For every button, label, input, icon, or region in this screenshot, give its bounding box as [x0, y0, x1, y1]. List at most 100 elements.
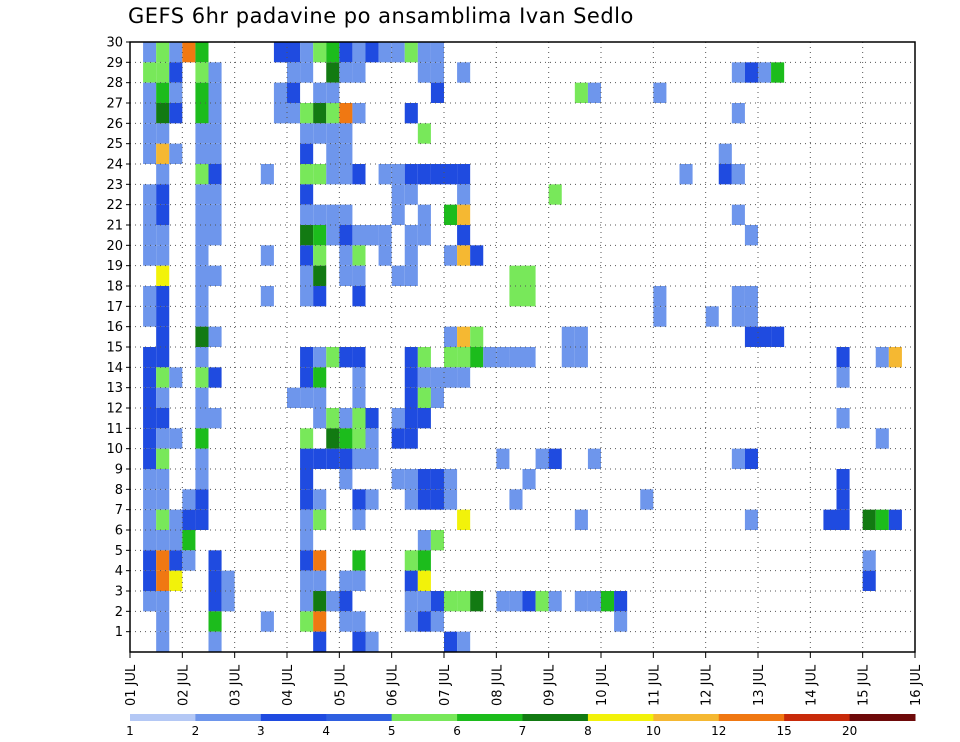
heatmap-cell	[300, 347, 314, 368]
heatmap-cell	[326, 164, 340, 185]
heatmap-cell	[339, 225, 353, 246]
heatmap-cell	[260, 611, 274, 632]
heatmap-cell	[313, 82, 327, 103]
heatmap-cell	[496, 347, 510, 368]
heatmap-cell	[143, 204, 157, 225]
heatmap-cell	[391, 204, 405, 225]
heatmap-cell	[535, 448, 549, 469]
heatmap-cell	[195, 306, 209, 327]
heatmap-cell	[313, 347, 327, 368]
heatmap-cell	[313, 387, 327, 408]
heatmap-cell	[417, 62, 431, 83]
heatmap-cell	[731, 103, 745, 124]
heatmap-cell	[509, 265, 523, 286]
colorbar-label: 12	[711, 724, 726, 738]
x-tick-label: 06 JUL	[386, 664, 401, 706]
heatmap-cell	[300, 42, 314, 63]
heatmap-cell	[875, 428, 889, 449]
heatmap-cell	[339, 448, 353, 469]
y-tick-label: 11	[106, 422, 123, 437]
heatmap-cell	[430, 367, 444, 388]
y-tick-label: 10	[106, 442, 123, 457]
y-tick-label: 17	[106, 300, 123, 315]
heatmap-cell	[417, 408, 431, 429]
heatmap-cell	[457, 509, 471, 530]
heatmap-cell	[339, 408, 353, 429]
heatmap-cell	[836, 408, 850, 429]
heatmap-cell	[470, 347, 484, 368]
heatmap-cell	[444, 245, 458, 266]
y-tick-label: 22	[106, 198, 123, 213]
heatmap-cell	[470, 591, 484, 612]
heatmap-cell	[574, 591, 588, 612]
colorbar-label: 20	[842, 724, 857, 738]
heatmap-cell	[313, 611, 327, 632]
heatmap-cell	[444, 367, 458, 388]
heatmap-cell	[404, 570, 418, 591]
heatmap-cell	[444, 204, 458, 225]
heatmap-cell	[313, 591, 327, 612]
heatmap-cell	[548, 591, 562, 612]
heatmap-cell	[404, 489, 418, 510]
heatmap-cell	[404, 408, 418, 429]
y-tick-label: 15	[106, 341, 123, 356]
heatmap-cell	[444, 469, 458, 490]
heatmap-cell	[300, 164, 314, 185]
heatmap-cell	[195, 62, 209, 83]
heatmap-cell	[326, 225, 340, 246]
heatmap-cell	[417, 550, 431, 571]
heatmap-cell	[143, 143, 157, 164]
heatmap-cell	[862, 550, 876, 571]
heatmap-cell	[195, 143, 209, 164]
heatmap-cell	[417, 387, 431, 408]
heatmap-cell	[352, 245, 366, 266]
heatmap-cell	[444, 591, 458, 612]
heatmap-cell	[404, 387, 418, 408]
heatmap-cell	[208, 570, 222, 591]
y-tick-label: 1	[115, 625, 123, 640]
heatmap-cell	[273, 103, 287, 124]
y-tick-label: 28	[106, 76, 123, 91]
heatmap-cell	[273, 82, 287, 103]
heatmap-cell	[758, 326, 772, 347]
heatmap-cell	[300, 286, 314, 307]
heatmap-cell	[300, 469, 314, 490]
heatmap-cell	[169, 103, 183, 124]
heatmap-cell	[352, 62, 366, 83]
heatmap-cell	[169, 428, 183, 449]
heatmap-cell	[208, 631, 222, 652]
heatmap-cell	[300, 387, 314, 408]
heatmap-cell	[365, 408, 379, 429]
heatmap-cell	[404, 347, 418, 368]
heatmap-cell	[156, 367, 170, 388]
heatmap-cell	[260, 245, 274, 266]
heatmap-cell	[221, 591, 235, 612]
heatmap-cell	[326, 42, 340, 63]
heatmap-cell	[156, 143, 170, 164]
heatmap-cell	[404, 591, 418, 612]
heatmap-cell	[156, 245, 170, 266]
heatmap-cell	[300, 570, 314, 591]
heatmap-cell	[300, 245, 314, 266]
heatmap-cell	[143, 489, 157, 510]
x-tick-label: 02 JUL	[176, 664, 191, 706]
heatmap-cell	[339, 143, 353, 164]
chart-title: GEFS 6hr padavine po ansamblima Ivan Sed…	[128, 4, 634, 28]
y-tick-label: 27	[106, 97, 123, 112]
y-tick-label: 8	[115, 483, 123, 498]
y-tick-label: 26	[106, 117, 123, 132]
heatmap-cell	[156, 448, 170, 469]
heatmap-cell	[731, 164, 745, 185]
heatmap-cell	[352, 164, 366, 185]
heatmap-cell	[888, 347, 902, 368]
heatmap-cell	[731, 204, 745, 225]
heatmap-cell	[156, 225, 170, 246]
heatmap-cell	[522, 265, 536, 286]
heatmap-cell	[326, 143, 340, 164]
heatmap-cell	[313, 570, 327, 591]
heatmap-cell	[430, 82, 444, 103]
heatmap-cell	[391, 428, 405, 449]
heatmap-cell	[601, 591, 615, 612]
heatmap-cell	[156, 469, 170, 490]
heatmap-cell	[731, 62, 745, 83]
